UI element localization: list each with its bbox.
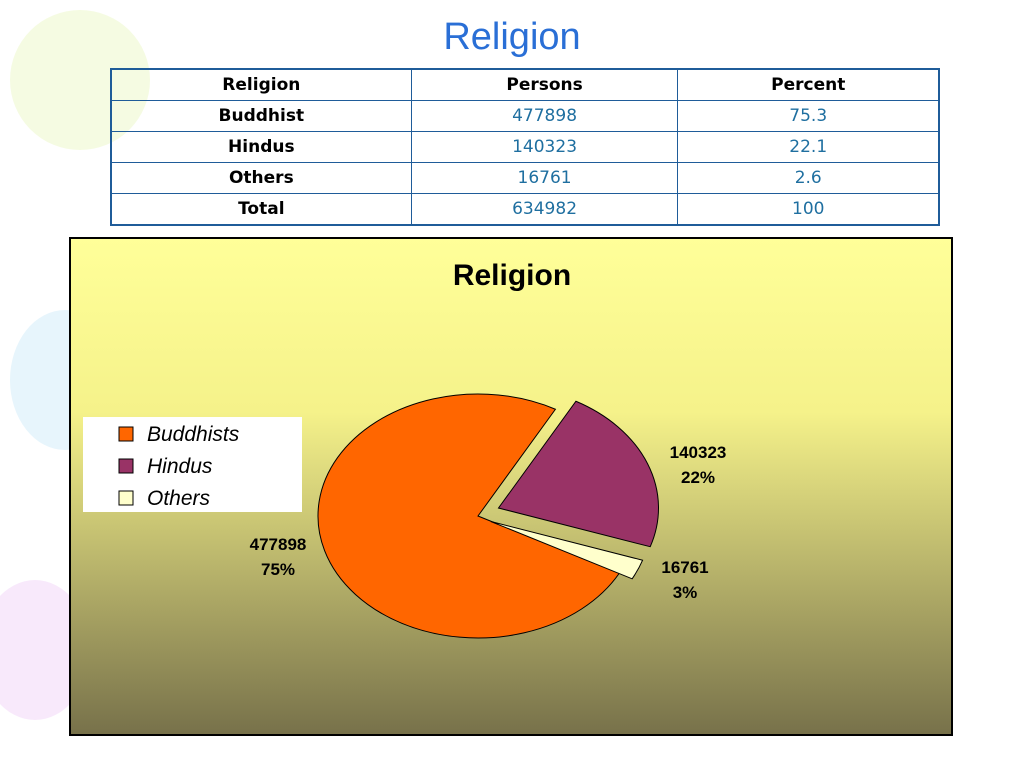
- table-row: Total 634982 100: [110, 193, 940, 226]
- data-label: 140323: [670, 443, 727, 462]
- table-cell: 634982: [410, 193, 679, 226]
- table-row: Buddhist 477898 75.3: [110, 100, 940, 132]
- table-cell: 16761: [410, 162, 679, 194]
- row-label: Buddhist: [110, 100, 412, 132]
- legend-label: Hindus: [147, 455, 213, 478]
- data-table: Religion Persons Percent Buddhist 477898 75.3…: [110, 68, 940, 226]
- row-label: Others: [110, 162, 412, 194]
- table-cell: 22.1: [677, 131, 940, 163]
- table-cell: 477898: [410, 100, 679, 132]
- legend-swatch: [118, 490, 134, 506]
- chart-title: Religion: [453, 259, 571, 292]
- legend-swatch: [118, 458, 134, 474]
- header-cell: Religion: [110, 68, 412, 101]
- table-cell: 2.6: [677, 162, 940, 194]
- percent-label: 75%: [261, 560, 295, 579]
- chart: Religion 477898 75% 140323 22% 16761 3% Buddhi…: [69, 237, 953, 736]
- table-cell: 100: [677, 193, 940, 226]
- header-cell: Percent: [677, 68, 940, 101]
- data-label: 16761: [661, 558, 708, 577]
- table-row: Hindus 140323 22.1: [110, 131, 940, 163]
- table-row: Others 16761 2.6: [110, 162, 940, 194]
- legend-swatch: [118, 426, 134, 442]
- percent-label: 22%: [681, 468, 715, 487]
- pie-slice: [497, 400, 659, 548]
- slide-title: Religion: [443, 16, 581, 58]
- row-label: Total: [110, 193, 412, 226]
- pie-slice: [490, 521, 644, 580]
- percent-label: 3%: [673, 583, 698, 602]
- row-label: Hindus: [110, 131, 412, 163]
- data-label: 477898: [250, 535, 307, 554]
- header-cell: Persons: [410, 68, 679, 101]
- pie-slice: [317, 393, 621, 639]
- table-header-row: Religion Persons Percent: [110, 68, 940, 101]
- table-cell: 75.3: [677, 100, 940, 132]
- legend-label: Others: [147, 487, 211, 510]
- legend-label: Buddhists: [147, 423, 240, 446]
- table-cell: 140323: [410, 131, 679, 163]
